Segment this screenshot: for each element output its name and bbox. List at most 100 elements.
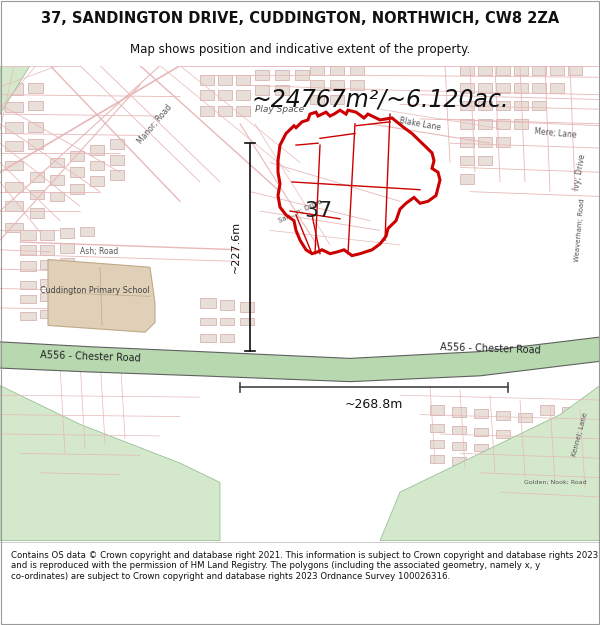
Bar	[496, 411, 510, 421]
Bar	[220, 300, 234, 310]
Bar	[496, 101, 510, 110]
Bar	[200, 318, 216, 326]
Bar	[452, 426, 466, 434]
Bar	[478, 101, 492, 110]
Text: Map shows position and indicative extent of the property.: Map shows position and indicative extent…	[130, 42, 470, 56]
Bar	[5, 182, 23, 192]
Bar	[218, 106, 232, 116]
Polygon shape	[0, 386, 220, 541]
Bar	[20, 296, 36, 303]
Bar	[20, 312, 36, 319]
Bar	[5, 141, 23, 151]
Bar	[5, 201, 23, 211]
Bar	[474, 444, 488, 451]
Bar	[518, 412, 532, 422]
Bar	[514, 66, 528, 76]
Bar	[5, 161, 23, 171]
Text: Ash; Road: Ash; Road	[80, 248, 118, 256]
Bar	[236, 76, 250, 85]
Text: Blake Lane: Blake Lane	[398, 116, 442, 132]
Bar	[5, 102, 23, 112]
Bar	[40, 259, 54, 269]
Bar	[496, 430, 510, 438]
Bar	[40, 293, 54, 301]
Bar	[310, 80, 324, 90]
Bar	[20, 231, 36, 240]
Bar	[452, 442, 466, 449]
Bar	[220, 334, 234, 342]
Bar	[460, 156, 474, 166]
Bar	[240, 318, 254, 326]
Polygon shape	[48, 259, 155, 332]
Bar	[540, 405, 554, 414]
Bar	[550, 66, 564, 76]
Bar	[460, 119, 474, 129]
Text: Play Space: Play Space	[256, 105, 305, 114]
Bar	[90, 161, 104, 171]
Bar	[430, 456, 444, 463]
Bar	[514, 119, 528, 129]
Bar	[460, 83, 474, 92]
Bar	[28, 122, 43, 131]
Bar	[330, 80, 344, 90]
Text: Kennel; Lane: Kennel; Lane	[571, 411, 589, 457]
Text: Manor; Road: Manor; Road	[136, 102, 174, 145]
Bar	[584, 428, 598, 436]
Bar	[200, 90, 214, 99]
Bar	[20, 261, 36, 271]
Bar	[295, 71, 309, 80]
Text: Golden; Nook; Road: Golden; Nook; Road	[524, 480, 586, 485]
Bar	[478, 156, 492, 166]
Bar	[430, 424, 444, 432]
Bar	[310, 95, 324, 104]
Polygon shape	[0, 66, 30, 114]
Polygon shape	[380, 386, 600, 541]
Bar	[310, 66, 324, 76]
Bar	[50, 158, 64, 168]
Bar	[568, 66, 582, 76]
Bar	[200, 76, 214, 85]
Bar	[200, 106, 214, 116]
Bar	[40, 231, 54, 240]
Text: San...n; Drive: San...n; Drive	[277, 198, 323, 224]
Bar	[350, 66, 364, 76]
Bar	[110, 155, 124, 164]
Bar	[70, 168, 84, 177]
Bar	[550, 83, 564, 92]
Bar	[540, 424, 554, 432]
Bar	[478, 66, 492, 76]
Text: Ivy; Drive: Ivy; Drive	[572, 154, 587, 191]
Bar	[478, 138, 492, 147]
Bar	[496, 83, 510, 92]
Bar	[430, 440, 444, 448]
Text: Mere; Lane: Mere; Lane	[533, 127, 577, 140]
Bar	[532, 83, 546, 92]
Text: ~227.6m: ~227.6m	[231, 221, 241, 273]
Bar	[28, 83, 43, 92]
Bar	[236, 90, 250, 99]
Bar	[90, 145, 104, 155]
Bar	[452, 407, 466, 416]
Bar	[110, 139, 124, 149]
Bar	[430, 405, 444, 414]
Bar	[275, 85, 289, 95]
Bar	[330, 66, 344, 76]
Bar	[218, 76, 232, 85]
Bar	[60, 229, 74, 238]
Text: A556 - Chester Road: A556 - Chester Road	[440, 342, 541, 356]
Text: Cuddington Primary School: Cuddington Primary School	[40, 286, 150, 295]
Bar	[218, 90, 232, 99]
Bar	[70, 184, 84, 194]
Text: 37, SANDINGTON DRIVE, CUDDINGTON, NORTHWICH, CW8 2ZA: 37, SANDINGTON DRIVE, CUDDINGTON, NORTHW…	[41, 11, 559, 26]
Bar	[30, 173, 44, 182]
Bar	[275, 71, 289, 80]
Bar	[496, 119, 510, 129]
Bar	[80, 226, 94, 236]
Bar	[40, 310, 54, 318]
Bar	[20, 245, 36, 254]
Bar	[236, 106, 250, 116]
Text: ~24767m²/~6.120ac.: ~24767m²/~6.120ac.	[251, 88, 509, 111]
Bar	[60, 243, 74, 252]
Bar	[255, 71, 269, 80]
Bar	[532, 66, 546, 76]
